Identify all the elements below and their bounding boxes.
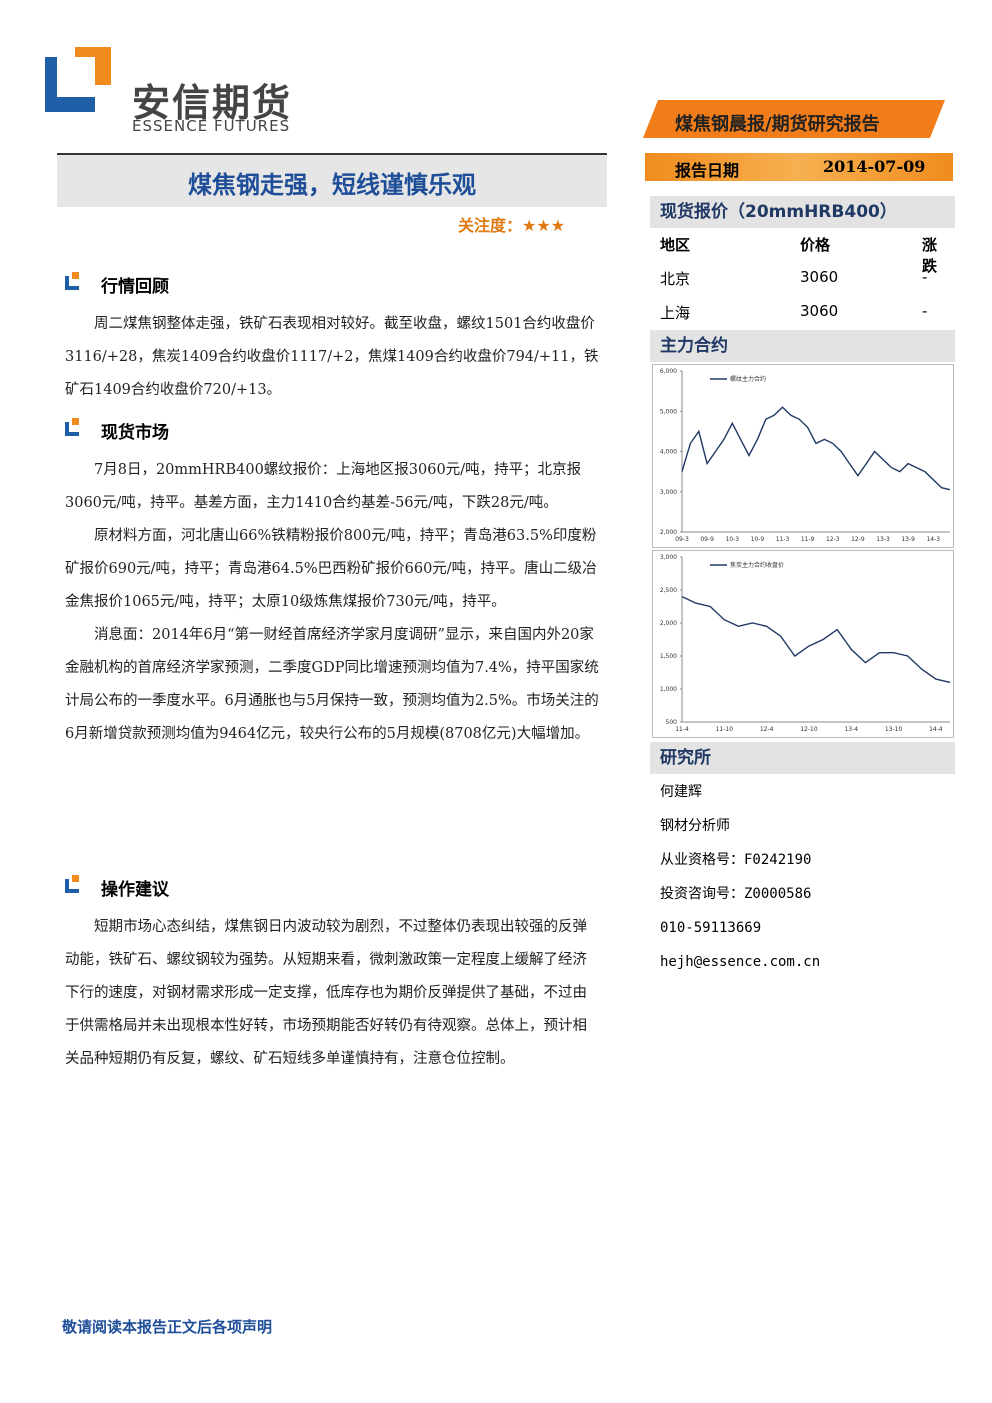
table-row: 上海 3060 - — [660, 296, 945, 330]
x-tick-label: 11-9 — [801, 536, 815, 543]
section-heading: 操作建议 — [101, 880, 169, 900]
attention-label: 关注度： — [458, 216, 523, 235]
x-tick-label: 13-9 — [901, 536, 915, 543]
table-cell: 上海 — [660, 304, 691, 322]
research-line: 投资咨询号：Z0000586 — [660, 886, 812, 902]
date-label: 报告日期 — [675, 161, 740, 180]
section: 操作建议短期市场心态纠结，煤焦钢日内波动较为剧烈，不过整体仍表现出较强的反弹动能… — [65, 875, 600, 1076]
section-body: 周二煤焦钢整体走强，铁矿石表现相对较好。截至收盘，螺纹1501合约收盘价3116… — [65, 308, 600, 407]
x-tick-label: 10-3 — [725, 536, 739, 543]
section-icon — [65, 422, 79, 436]
section-icon — [65, 276, 79, 290]
column-header: 地区 — [660, 236, 691, 254]
legend-label: 螺纹主力合约 — [730, 375, 766, 383]
chart: 500 1,000 1,500 2,000 2,500 3,000 11-4 11-10 12-… — [652, 550, 954, 738]
y-tick-label: 4,000 — [660, 449, 677, 456]
section-heading-row: 操作建议 — [65, 875, 600, 903]
y-tick-label: 3,000 — [660, 489, 677, 496]
section-heading: 行情回顾 — [101, 277, 169, 297]
date-value: 2014-07-09 — [823, 157, 926, 176]
stars: ★★★ — [522, 216, 566, 235]
research-line: 钢材分析师 — [660, 818, 730, 834]
chart-frame — [652, 550, 954, 738]
table-cell: - — [922, 302, 928, 320]
x-tick-label: 10-9 — [751, 536, 765, 543]
research-line: 010-59113669 — [660, 920, 762, 936]
y-tick-label: 500 — [666, 719, 678, 726]
section-body: 7月8日，20mmHRB400螺纹报价：上海地区报3060元/吨，持平；北京报3… — [65, 454, 600, 751]
date-bar — [645, 153, 953, 181]
section-heading: 现货市场 — [101, 423, 169, 443]
contracts-heading: 主力合约 — [650, 330, 955, 362]
x-tick-label: 11-10 — [716, 726, 734, 733]
x-tick-label: 14-3 — [926, 536, 940, 543]
chart-frame — [652, 364, 954, 548]
research: 何建辉钢材分析师从业资格号：F0242190 投资咨询号：Z0000586 010-… — [660, 775, 820, 979]
chart: 2,000 3,000 4,000 5,000 6,000 09-3 09-9 10-3 10-… — [652, 364, 954, 548]
paragraph: 周二煤焦钢整体走强，铁矿石表现相对较好。截至收盘，螺纹1501合约收盘价3116… — [65, 316, 599, 398]
section-body: 短期市场心态纠结，煤焦钢日内波动较为剧烈，不过整体仍表现出较强的反弹动能，铁矿石… — [65, 911, 600, 1076]
y-tick-label: 2,000 — [660, 529, 677, 536]
line-series — [681, 595, 951, 684]
table-cell: - — [922, 268, 928, 286]
table-cell: 北京 — [660, 270, 691, 288]
y-tick-label: 1,000 — [660, 686, 677, 693]
research-heading: 研究所 — [650, 742, 955, 774]
paragraph: 消息面：2014年6月“第一财经首席经济学家月度调研”显示，来自国内外20家金融… — [65, 627, 599, 742]
company: 安信期货 — [132, 81, 293, 125]
title-box — [57, 153, 607, 207]
legend-label: 焦炭主力合约收盘价 — [730, 561, 784, 569]
x-tick-label: 12-4 — [760, 726, 774, 733]
attention: 关注度：★★★ — [458, 212, 565, 236]
footer: 敬请阅读本报告正文后各项声明 — [62, 1318, 273, 1336]
section-heading-row: 现货市场 — [65, 418, 600, 446]
x-tick-label: 14-4 — [929, 726, 943, 733]
x-tick-label: 11-3 — [776, 536, 790, 543]
paragraph: 原材料方面，河北唐山66%铁精粉报价800元/吨，持平；青岛港63.5%印度粉矿… — [65, 528, 597, 610]
banner-bg — [643, 100, 945, 138]
y-tick-label: 1,500 — [660, 653, 677, 660]
company-en: ESSENCE FUTURES — [132, 117, 291, 135]
spot-table: 地区 价格 涨跌北京 3060 - 上海 3060 - — [660, 230, 945, 330]
section-icon-accent — [72, 272, 79, 279]
y-tick-label: 3,000 — [660, 554, 677, 561]
column-header: 价格 — [800, 236, 831, 254]
x-tick-label: 12-10 — [800, 726, 818, 733]
section-heading-row: 行情回顾 — [65, 272, 600, 300]
paragraph: 短期市场心态纠结，煤焦钢日内波动较为剧烈，不过整体仍表现出较强的反弹动能，铁矿石… — [65, 919, 587, 1067]
y-tick-label: 5,000 — [660, 408, 677, 415]
title: 煤焦钢走强，短线谨慎乐观 — [188, 171, 476, 199]
section-icon — [65, 879, 79, 893]
section-icon-accent — [72, 418, 79, 425]
x-tick-label: 12-9 — [851, 536, 865, 543]
x-tick-label: 13-3 — [876, 536, 890, 543]
x-tick-label: 09-9 — [700, 536, 714, 543]
table-cell: 3060 — [800, 268, 839, 286]
x-tick-label: 11-4 — [675, 726, 689, 733]
research-line: 从业资格号：F0242190 — [660, 852, 812, 868]
section: 行情回顾周二煤焦钢整体走强，铁矿石表现相对较好。截至收盘，螺纹1501合约收盘价… — [65, 272, 600, 407]
research-line: hejh@essence.com.cn — [660, 954, 821, 970]
table-header: 地区 价格 涨跌 — [660, 230, 945, 275]
x-tick-label: 13-4 — [844, 726, 858, 733]
x-tick-label: 09-3 — [675, 536, 689, 543]
x-tick-label: 12-3 — [826, 536, 840, 543]
section-icon-accent — [72, 875, 79, 882]
banner: 煤焦钢晨报/期货研究报告 — [675, 114, 880, 135]
column-header: 涨跌 — [922, 236, 938, 275]
logo-icon — [45, 47, 111, 112]
section: 现货市场 7月8日，20mmHRB400螺纹报价：上海地区报3060元/吨，持平；… — [65, 418, 600, 751]
y-tick-label: 2,000 — [660, 620, 677, 627]
paragraph: 7月8日，20mmHRB400螺纹报价：上海地区报3060元/吨，持平；北京报3… — [65, 462, 582, 511]
y-tick-label: 2,500 — [660, 587, 677, 594]
y-tick-label: 6,000 — [660, 368, 677, 375]
line-series — [681, 406, 951, 491]
table-row: 北京 3060 - — [660, 262, 945, 296]
x-tick-label: 13-10 — [885, 726, 903, 733]
spot-heading: 现货报价（20mmHRB400） — [650, 196, 955, 228]
table-cell: 3060 — [800, 302, 839, 320]
research-line: 何建辉 — [660, 784, 702, 800]
